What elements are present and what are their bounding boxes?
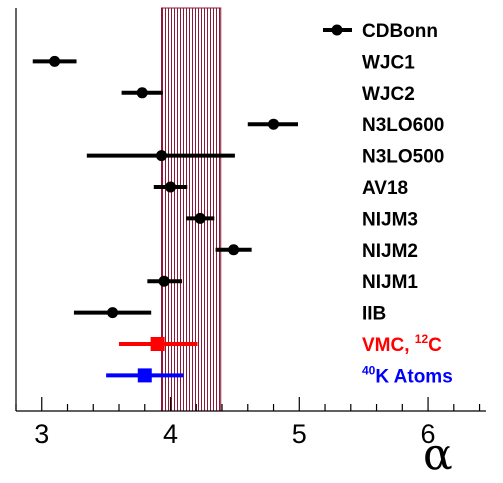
series-label-nijm1: NIJM1 — [362, 272, 418, 293]
point-n3lo600 — [268, 118, 280, 130]
series-label-sup: 40 — [362, 363, 376, 377]
series-label-cdbonn: CDBonn — [362, 21, 438, 42]
series-label-wjc2: WJC2 — [362, 84, 415, 105]
legend-marker-point — [331, 24, 343, 36]
point-nijm3 — [194, 212, 206, 224]
point-wjc1 — [49, 55, 61, 67]
series-label-nijm2: NIJM2 — [362, 241, 418, 262]
x-tick-label: 4 — [163, 419, 178, 449]
series-label-wjc1: WJC1 — [362, 52, 415, 73]
series-label-iib: IIB — [362, 304, 386, 325]
point-nijm2 — [228, 244, 240, 256]
band-layer — [161, 7, 222, 412]
x-axis-label: α — [423, 429, 453, 480]
x-tick-label: 6 — [421, 419, 436, 449]
marks-layer — [32, 24, 352, 383]
series-label-nijm3: NIJM3 — [362, 209, 418, 230]
series-label-main: K Atoms — [375, 366, 452, 387]
series-label-tail: C — [428, 335, 442, 356]
x-tick-label: 5 — [292, 419, 307, 449]
point-nijm1 — [158, 275, 170, 287]
x-tick-label: 3 — [34, 419, 49, 449]
axes-layer: 3 4 5 6 — [15, 8, 486, 449]
series-label-n3lo500: N3LO500 — [362, 147, 444, 168]
series-label-n3lo600: N3LO600 — [362, 115, 444, 136]
point-av18 — [165, 181, 177, 193]
series-label-main: VMC, — [362, 335, 415, 356]
point-wjc2 — [136, 87, 148, 99]
point-iib — [107, 307, 119, 319]
series-label-av18: AV18 — [362, 178, 408, 199]
point-40k-atoms — [137, 368, 152, 383]
point-n3lo500 — [156, 150, 168, 162]
point-vmc-12c — [150, 337, 165, 351]
series-label-sup: 12 — [415, 332, 429, 346]
band — [161, 7, 222, 412]
labels-layer: CDBonn WJC1 WJC2 N3LO600 N3LO500 AV18 NIJM3 NIJ… — [362, 21, 453, 387]
series-label-vmc-12c: VMC, 12C — [362, 332, 442, 356]
series-label-40k-atoms: 40K Atoms — [362, 363, 453, 387]
